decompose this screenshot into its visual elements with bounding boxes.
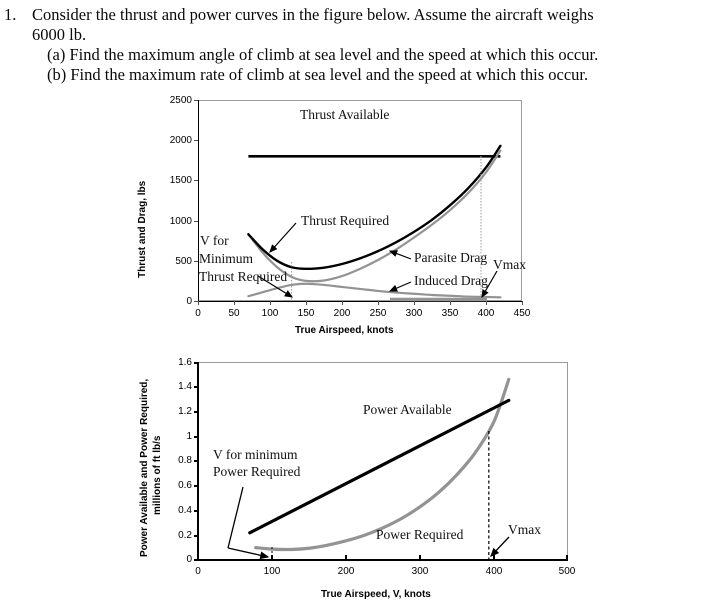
power-xtick-mark xyxy=(197,555,199,561)
thrust-ytick-mark xyxy=(194,221,198,222)
thrust-ytick-mark xyxy=(194,261,198,262)
power-xtick-400: 400 xyxy=(485,566,503,577)
power-xtick-0: 0 xyxy=(195,566,201,577)
power-xtick-mark xyxy=(566,555,568,561)
thrust-ytick-mark xyxy=(194,140,198,141)
question-stem-line-2: 6000 lb. xyxy=(32,25,87,44)
power-ytick-mark xyxy=(194,386,199,388)
thrust-xtick-450: 450 xyxy=(513,308,531,319)
power-ytick-1: 1 xyxy=(186,431,192,442)
power-x-axis xyxy=(198,559,568,561)
thrust-ytick-1500: 1500 xyxy=(169,175,192,186)
thrust-y-axis xyxy=(198,100,199,301)
power-ytick-mark xyxy=(194,485,199,487)
thrust-chart-curves xyxy=(247,144,502,302)
power-xtick-mark xyxy=(419,555,421,561)
thrust-ytick-0: 0 xyxy=(186,296,192,307)
thrust-xtick-mark xyxy=(342,301,343,305)
thrust-xtick-mark xyxy=(450,301,451,305)
thrust-xtick-50: 50 xyxy=(228,308,240,319)
v-for-min-thrust-label-line-1: V for xyxy=(200,233,229,248)
power-xtick-mark xyxy=(345,555,347,561)
v-for-min-thrust-label-line-2: Minimum xyxy=(199,251,254,266)
thrust-chart-plot-area xyxy=(198,100,522,301)
power-available-curve xyxy=(248,398,511,535)
thrust-xtick-mark xyxy=(414,301,415,305)
power-xtick-100: 100 xyxy=(263,566,281,577)
power-chart-curves xyxy=(227,377,511,560)
power-ytick-mark xyxy=(194,436,199,438)
thrust-xtick-mark xyxy=(306,301,307,305)
power-ytick-mark xyxy=(194,411,199,413)
power-ytick-mark xyxy=(194,460,199,462)
power-ytick-mark xyxy=(194,559,199,561)
induced-drag-label: Induced Drag xyxy=(414,273,488,288)
v-for-min-power-label-line-2: Power Required xyxy=(213,464,301,479)
thrust-ytick-500: 500 xyxy=(175,256,192,267)
power-ytick-0.8: 0.8 xyxy=(178,455,192,466)
v-for-min-power-label-line-1: V for minimum xyxy=(213,447,298,462)
power-ytick-mark xyxy=(194,362,199,364)
power-ytick-1.6: 1.6 xyxy=(178,357,192,368)
thrust-x-axis xyxy=(198,301,522,302)
induced-drag-curve xyxy=(247,282,502,299)
vmax-label: Vmax xyxy=(508,522,541,537)
power-required-label: Power Required xyxy=(376,527,464,542)
power-ytick-mark xyxy=(194,535,199,537)
power-ytick-0.6: 0.6 xyxy=(178,480,192,491)
thrust-xtick-mark xyxy=(234,301,235,305)
power-xtick-300: 300 xyxy=(411,566,429,577)
thrust-ytick-2000: 2000 xyxy=(169,135,192,146)
power-ytick-0.2: 0.2 xyxy=(178,530,192,541)
thrust-ytick-mark xyxy=(194,180,198,181)
question-stem-line-1: Consider the thrust and power curves in … xyxy=(32,5,594,24)
power-ytick-0: 0 xyxy=(186,554,192,565)
power-y-axis xyxy=(197,362,199,560)
v-for-min-thrust-label-line-3: Thrust Required xyxy=(199,269,288,284)
thrust-xtick-100: 100 xyxy=(261,308,279,319)
thrust-xtick-250: 250 xyxy=(369,308,387,319)
power-xtick-mark xyxy=(271,555,273,561)
power-xtick-500: 500 xyxy=(558,566,576,577)
power-ytick-0.4: 0.4 xyxy=(178,505,192,516)
power-required-curve xyxy=(254,377,511,552)
thrust-xtick-350: 350 xyxy=(441,308,459,319)
power-x-axis-title: True Airspeed, V, knots xyxy=(321,589,431,600)
thrust-required-label: Thrust Required xyxy=(301,213,390,228)
question-part-b: (b) Find the maximum rate of climb at se… xyxy=(47,65,589,84)
vmax-label: Vmax xyxy=(493,257,526,272)
thrust-available-label: Thrust Available xyxy=(300,107,390,122)
thrust-xtick-200: 200 xyxy=(333,308,351,319)
thrust-xtick-mark xyxy=(198,301,199,305)
thrust-xtick-mark xyxy=(522,301,523,305)
annotation-leaders xyxy=(257,222,498,299)
power-xtick-mark xyxy=(493,555,495,561)
power-ytick-1.2: 1.2 xyxy=(178,406,192,417)
thrust-required-curve xyxy=(247,144,502,271)
thrust-ytick-1000: 1000 xyxy=(169,216,192,227)
thrust-xtick-mark xyxy=(270,301,271,305)
question-number: 1. xyxy=(4,5,17,24)
thrust-xtick-0: 0 xyxy=(195,308,201,319)
parasite-drag-curve xyxy=(247,149,502,283)
thrust-xtick-400: 400 xyxy=(477,308,495,319)
power-ytick-mark xyxy=(194,510,199,512)
thrust-ytick-mark xyxy=(194,301,198,302)
thrust-and-drag-chart: 2500 2000 1500 1000 500 0 0 50 100 150 2… xyxy=(0,92,707,342)
question-part-a: (a) Find the maximum angle of climb at s… xyxy=(47,45,599,64)
thrust-xtick-300: 300 xyxy=(405,308,423,319)
thrust-ytick-2500: 2500 xyxy=(169,95,192,106)
power-chart: 1.6 1.4 1.2 1 0.8 0.6 0.4 0.2 0 0 100 20… xyxy=(0,352,707,609)
thrust-xtick-mark xyxy=(378,301,379,305)
thrust-x-axis-title: True Airspeed, knots xyxy=(295,325,394,336)
thrust-xtick-150: 150 xyxy=(297,308,315,319)
thrust-xtick-mark xyxy=(486,301,487,305)
parasite-drag-label: Parasite Drag xyxy=(414,250,488,265)
power-available-label: Power Available xyxy=(363,402,452,417)
power-ytick-1.4: 1.4 xyxy=(178,381,192,392)
thrust-ytick-mark xyxy=(194,100,198,101)
annotation-leaders xyxy=(227,486,510,560)
question-block: 1. Consider the thrust and power curves … xyxy=(0,0,707,84)
power-xtick-200: 200 xyxy=(337,566,355,577)
